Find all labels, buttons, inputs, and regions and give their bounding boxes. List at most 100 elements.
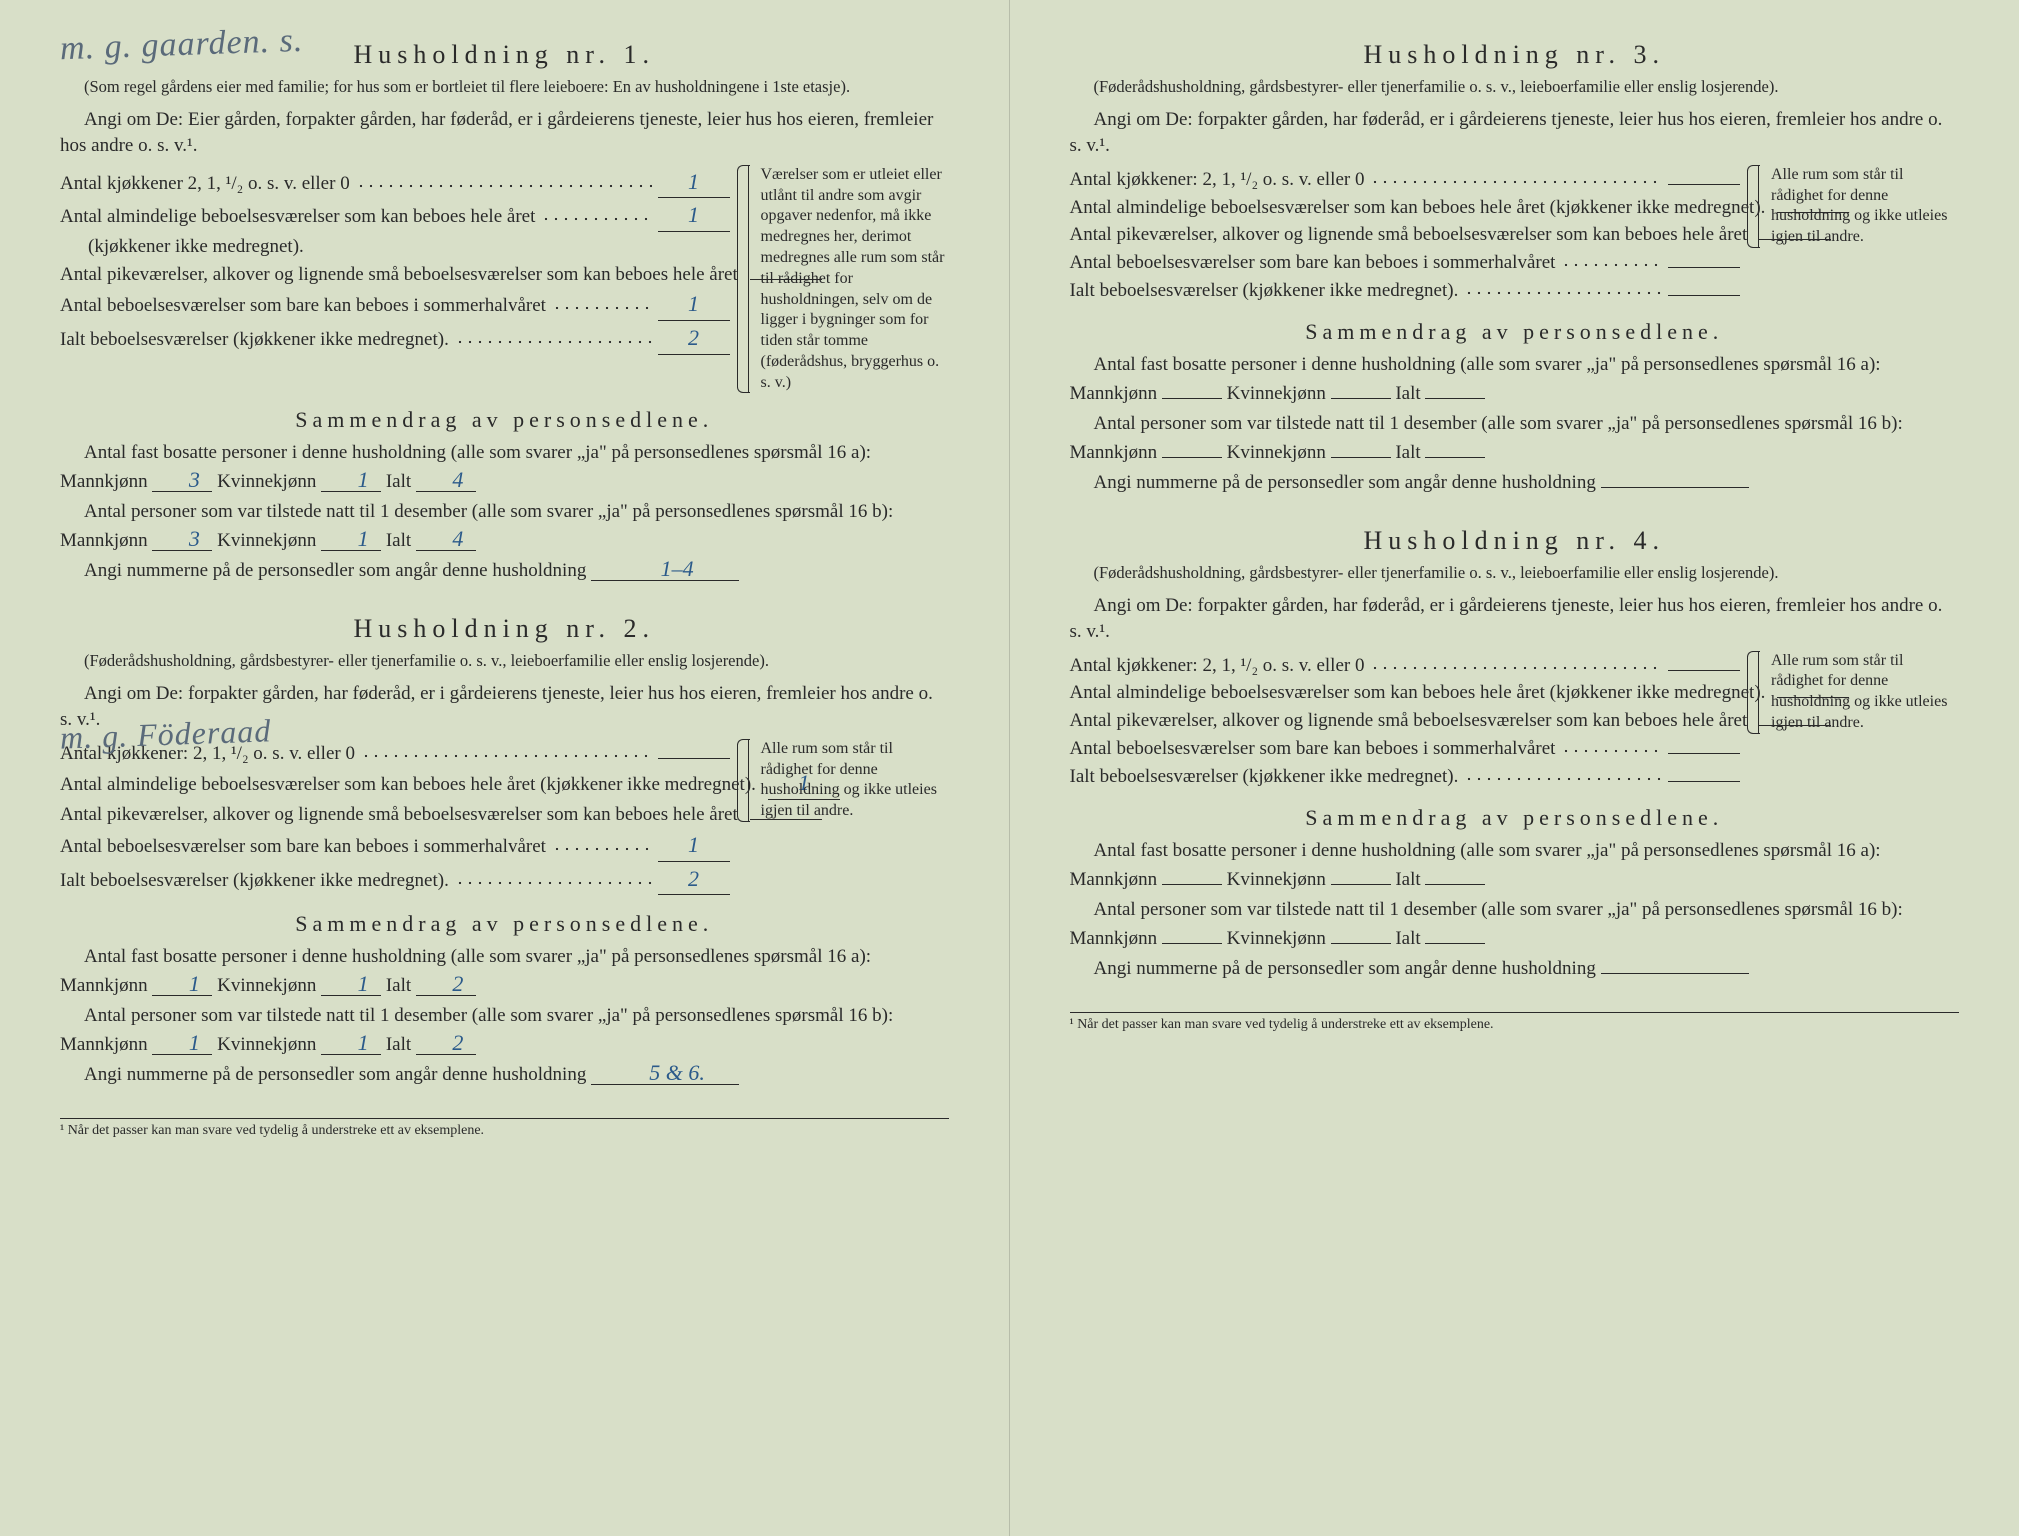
- nummer-value: 1–4: [591, 558, 739, 581]
- row-label: Antal almindelige beboelsesværelser som …: [60, 772, 756, 798]
- row-label: Antal pikeværelser, alkover og lignende …: [1070, 222, 1748, 248]
- row-value: 1: [658, 167, 730, 199]
- sidebox: Alle rum som står til rådighet for denne…: [1758, 651, 1959, 734]
- row-label: Antal pikeværelser, alkover og lignende …: [1070, 708, 1748, 734]
- p16b-k: 1: [321, 1032, 381, 1055]
- hh-title: Husholdning nr. 3.: [1070, 40, 1960, 70]
- row-label: Antal kjøkkener: 2, 1, ¹/₂ o. s. v. elle…: [1070, 167, 1365, 193]
- p16a-i: [1425, 884, 1485, 885]
- row-total-value: [1668, 294, 1740, 296]
- sammendrag-title: Sammendrag av personsedlene.: [1070, 805, 1960, 831]
- p16a-i: [1425, 398, 1485, 399]
- hh-title: Husholdning nr. 2.: [60, 614, 949, 644]
- row-label: Antal kjøkkener: 2, 1, ¹/₂ o. s. v. elle…: [1070, 653, 1365, 679]
- row-total-value: [1668, 780, 1740, 782]
- p16a-m: 1: [152, 973, 212, 996]
- p16b-m: [1162, 457, 1222, 458]
- row-label: Antal beboelsesværelser som bare kan beb…: [60, 834, 546, 860]
- row-value: 1: [658, 200, 730, 232]
- nummer-line: Angi nummerne på de personsedler som ang…: [1070, 469, 1960, 498]
- room-rows: Antal kjøkkener: 2, 1, ¹/₂ o. s. v. elle…: [60, 739, 949, 898]
- p16b-i: [1425, 457, 1485, 458]
- p16b: Antal personer som var tilstede natt til…: [60, 498, 949, 555]
- sammendrag-title: Sammendrag av personsedlene.: [60, 407, 949, 433]
- p16a-m: [1162, 884, 1222, 885]
- row-total-value: 2: [658, 864, 730, 896]
- hh-angi: Angi om De: Eier gården, forpakter gårde…: [60, 107, 949, 158]
- row-sub: (kjøkkener ikke medregnet).: [88, 234, 304, 260]
- footnote: ¹ Når det passer kan man svare ved tydel…: [1070, 1012, 1960, 1033]
- row-label: Antal beboelsesværelser som bare kan beb…: [1070, 250, 1556, 276]
- room-rows: Antal kjøkkener: 2, 1, ¹/₂ o. s. v. elle…: [1070, 651, 1960, 792]
- household-1: Husholdning nr. 1. (Som regel gårdens ei…: [60, 40, 949, 586]
- p16a-k: 1: [321, 469, 381, 492]
- p16b-m: 1: [152, 1032, 212, 1055]
- p16b-m: [1162, 943, 1222, 944]
- row-value: 1: [658, 289, 730, 321]
- nummer-value: 5 & 6.: [591, 1062, 739, 1085]
- p16a-i: 4: [416, 469, 476, 492]
- p16a: Antal fast bosatte personer i denne hush…: [1070, 837, 1960, 894]
- hh-note: (Føderådshusholdning, gårdsbestyrer- ell…: [1070, 562, 1960, 583]
- p16a-m: [1162, 398, 1222, 399]
- row-label: Antal pikeværelser, alkover og lignende …: [60, 802, 738, 828]
- row-value: 1: [658, 830, 730, 862]
- p16a: Antal fast bosatte personer i denne hush…: [60, 943, 949, 1000]
- hh-note: (Som regel gårdens eier med familie; for…: [60, 76, 949, 97]
- handwriting-2: m. g. Föderaad: [59, 712, 271, 756]
- row-label: Antal almindelige beboelsesværelser som …: [1070, 680, 1766, 706]
- p16b-m: 3: [152, 528, 212, 551]
- p16b-i: 4: [416, 528, 476, 551]
- row-label: Antal almindelige beboelsesværelser som …: [1070, 195, 1766, 221]
- page-left: m. g. gaarden. s. Husholdning nr. 1. (So…: [0, 0, 1010, 1536]
- row-total-label: Ialt beboelsesværelser (kjøkkener ikke m…: [1070, 278, 1459, 304]
- room-rows: Antal kjøkkener 2, 1, ¹/₂ o. s. v. eller…: [60, 165, 949, 394]
- p16b: Antal personer som var tilstede natt til…: [1070, 410, 1960, 467]
- sammendrag-title: Sammendrag av personsedlene.: [60, 911, 949, 937]
- row-label: Antal kjøkkener 2, 1, ¹/₂ o. s. v. eller…: [60, 171, 350, 197]
- nummer-line: Angi nummerne på de personsedler som ang…: [60, 1061, 949, 1090]
- nummer-line: Angi nummerne på de personsedler som ang…: [1070, 955, 1960, 984]
- household-4: Husholdning nr. 4. (Føderådshusholdning,…: [1070, 526, 1960, 984]
- hh-title: Husholdning nr. 4.: [1070, 526, 1960, 556]
- household-3: Husholdning nr. 3. (Føderådshusholdning,…: [1070, 40, 1960, 498]
- p16a-k: 1: [321, 973, 381, 996]
- p16b: Antal personer som var tilstede natt til…: [1070, 896, 1960, 953]
- hh-angi: Angi om De: forpakter gården, har føderå…: [1070, 593, 1960, 644]
- row-value: [658, 757, 730, 759]
- row-total-label: Ialt beboelsesværelser (kjøkkener ikke m…: [1070, 764, 1459, 790]
- row-total-label: Ialt beboelsesværelser (kjøkkener ikke m…: [60, 327, 449, 353]
- nummer-value: [1601, 487, 1749, 488]
- p16b-i: [1425, 943, 1485, 944]
- hh-note: (Føderådshusholdning, gårdsbestyrer- ell…: [60, 650, 949, 671]
- row-label: Antal beboelsesværelser som bare kan beb…: [60, 293, 546, 319]
- row-value: [1668, 752, 1740, 754]
- hh-angi: Angi om De: forpakter gården, har føderå…: [1070, 107, 1960, 158]
- row-value: [1668, 266, 1740, 268]
- hh-note: (Føderådshusholdning, gårdsbestyrer- ell…: [1070, 76, 1960, 97]
- nummer-line: Angi nummerne på de personsedler som ang…: [60, 557, 949, 586]
- nummer-value: [1601, 973, 1749, 974]
- sammendrag-title: Sammendrag av personsedlene.: [1070, 319, 1960, 345]
- row-value: [1668, 669, 1740, 671]
- p16a-m: 3: [152, 469, 212, 492]
- p16b-k: 1: [321, 528, 381, 551]
- sidebox: Alle rum som står til rådighet for denne…: [748, 739, 949, 822]
- p16a: Antal fast bosatte personer i denne hush…: [60, 439, 949, 496]
- p16a-k: [1331, 398, 1391, 399]
- sidebox: Alle rum som står til rådighet for denne…: [1758, 165, 1959, 248]
- row-label: Antal almindelige beboelsesværelser som …: [60, 204, 535, 230]
- row-label: Antal pikeværelser, alkover og lignende …: [60, 262, 738, 288]
- spread: m. g. gaarden. s. Husholdning nr. 1. (So…: [0, 0, 2019, 1536]
- sidebox: Værelser som er utleiet eller utlånt til…: [748, 165, 949, 394]
- p16a: Antal fast bosatte personer i denne hush…: [1070, 351, 1960, 408]
- p16b: Antal personer som var tilstede natt til…: [60, 1002, 949, 1059]
- row-value: [1668, 183, 1740, 185]
- row-label: Antal beboelsesværelser som bare kan beb…: [1070, 736, 1556, 762]
- household-2: Husholdning nr. 2. (Føderådshusholdning,…: [60, 614, 949, 1090]
- row-total-value: 2: [658, 323, 730, 355]
- row-total-label: Ialt beboelsesværelser (kjøkkener ikke m…: [60, 868, 449, 894]
- p16b-k: [1331, 457, 1391, 458]
- p16b-i: 2: [416, 1032, 476, 1055]
- p16b-k: [1331, 943, 1391, 944]
